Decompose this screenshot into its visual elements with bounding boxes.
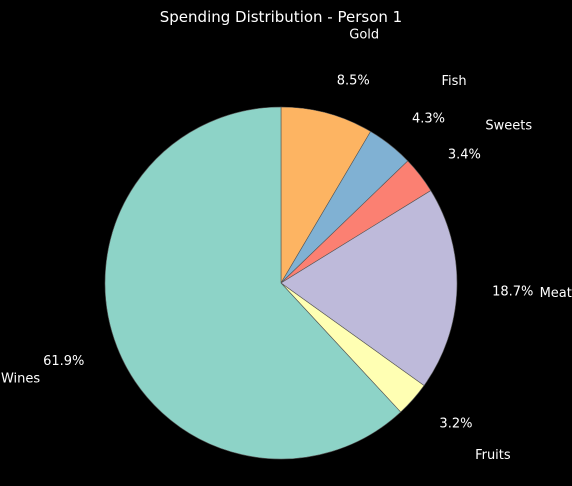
- pct-label-gold: 8.5%: [337, 73, 370, 88]
- slice-label-sweets: Sweets: [485, 118, 532, 133]
- pct-label-sweets: 3.4%: [448, 148, 481, 163]
- pct-label-meat: 18.7%: [492, 284, 533, 299]
- slice-label-meat: Meat: [540, 286, 572, 301]
- slice-label-wines: Wines: [1, 371, 40, 386]
- pct-label-fruits: 3.2%: [439, 417, 472, 432]
- slice-label-gold: Gold: [349, 27, 379, 42]
- chart-title: Spending Distribution - Person 1: [160, 8, 402, 26]
- pct-label-fish: 4.3%: [412, 111, 445, 126]
- slice-label-fruits: Fruits: [475, 448, 511, 463]
- pie-slices: [105, 107, 457, 459]
- slice-label-fish: Fish: [441, 74, 466, 89]
- pct-label-wines: 61.9%: [43, 354, 84, 369]
